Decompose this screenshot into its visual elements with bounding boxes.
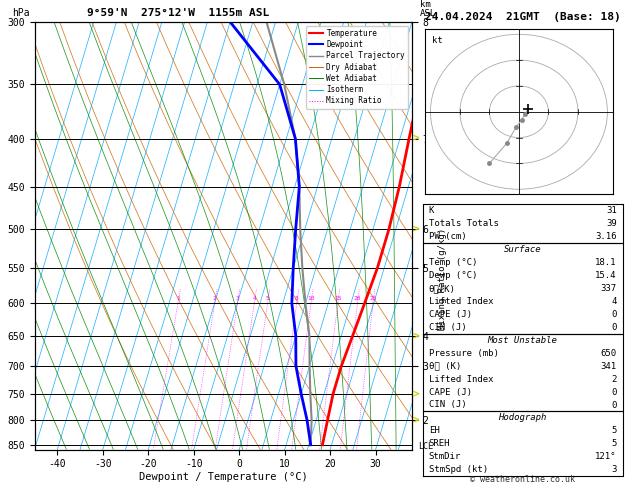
Text: 1: 1 [176,296,180,301]
Text: 2: 2 [213,296,216,301]
Text: 4: 4 [611,297,616,306]
Text: 25: 25 [369,296,377,301]
Text: 31: 31 [606,206,616,215]
Text: 15: 15 [334,296,342,301]
Text: SREH: SREH [429,439,450,449]
Text: 10: 10 [308,296,314,301]
Text: 8: 8 [295,296,299,301]
Text: PW (cm): PW (cm) [429,232,466,241]
Text: 650: 650 [601,348,616,358]
Text: 121°: 121° [595,452,616,461]
Text: Mixing Ratio (g/kg): Mixing Ratio (g/kg) [438,227,447,330]
Text: θᴄ(K): θᴄ(K) [429,284,455,293]
Text: >: > [412,331,420,341]
Text: 15.4: 15.4 [595,271,616,280]
Text: Lifted Index: Lifted Index [429,375,493,383]
Text: >: > [412,415,420,425]
Text: Most Unstable: Most Unstable [487,336,558,345]
Text: 3.16: 3.16 [595,232,616,241]
Text: 0: 0 [611,310,616,319]
Text: © weatheronline.co.uk: © weatheronline.co.uk [470,474,574,484]
Text: Temp (°C): Temp (°C) [429,258,477,267]
Text: 341: 341 [601,362,616,371]
Text: >: > [412,389,420,399]
Text: 9°59'N  275°12'W  1155m ASL: 9°59'N 275°12'W 1155m ASL [87,8,269,17]
Text: Totals Totals: Totals Totals [429,219,499,228]
Text: 0: 0 [611,323,616,332]
Text: K: K [429,206,434,215]
Text: CIN (J): CIN (J) [429,323,466,332]
Text: 5: 5 [265,296,269,301]
Text: 0: 0 [611,400,616,410]
Text: CAPE (J): CAPE (J) [429,310,472,319]
Text: Pressure (mb): Pressure (mb) [429,348,499,358]
Text: EH: EH [429,426,440,435]
Text: StmSpd (kt): StmSpd (kt) [429,465,488,474]
Text: θᴄ (K): θᴄ (K) [429,362,461,371]
Text: StmDir: StmDir [429,452,461,461]
Text: hPa: hPa [12,8,30,17]
Text: CAPE (J): CAPE (J) [429,387,472,397]
Text: 3: 3 [611,465,616,474]
Text: >: > [412,225,420,234]
Text: 20: 20 [353,296,361,301]
Text: 0: 0 [611,387,616,397]
Text: 5: 5 [611,426,616,435]
Text: Surface: Surface [504,245,542,254]
Text: Lifted Index: Lifted Index [429,297,493,306]
Text: kt: kt [432,36,443,45]
Text: 3: 3 [236,296,240,301]
Text: >: > [412,134,420,144]
X-axis label: Dewpoint / Temperature (°C): Dewpoint / Temperature (°C) [139,472,308,482]
Text: 18.1: 18.1 [595,258,616,267]
Text: 39: 39 [606,219,616,228]
Text: 4: 4 [252,296,256,301]
Text: 5: 5 [611,439,616,449]
Text: 337: 337 [601,284,616,293]
Text: km
ASL: km ASL [420,0,436,17]
Text: 24.04.2024  21GMT  (Base: 18): 24.04.2024 21GMT (Base: 18) [425,12,620,22]
Text: CIN (J): CIN (J) [429,400,466,410]
Legend: Temperature, Dewpoint, Parcel Trajectory, Dry Adiabat, Wet Adiabat, Isotherm, Mi: Temperature, Dewpoint, Parcel Trajectory… [306,26,408,108]
Text: Dewp (°C): Dewp (°C) [429,271,477,280]
Text: Hodograph: Hodograph [499,414,547,422]
Text: LCL: LCL [418,442,433,451]
Text: 2: 2 [611,375,616,383]
